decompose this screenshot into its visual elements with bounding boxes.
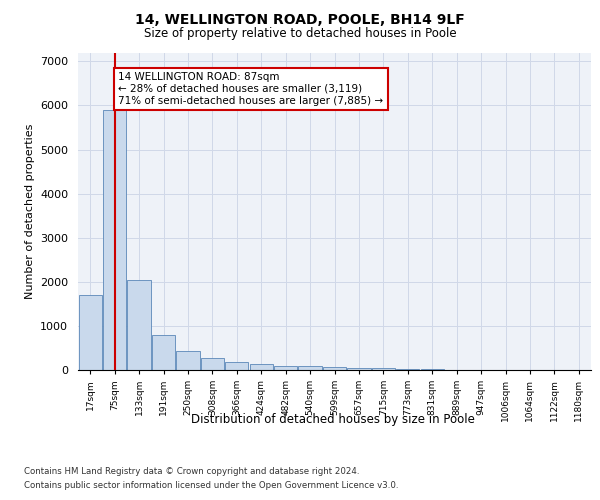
Bar (176, 351, 200, 370)
Bar (274, 366, 297, 370)
Text: 14, WELLINGTON ROAD, POOLE, BH14 9LF: 14, WELLINGTON ROAD, POOLE, BH14 9LF (135, 12, 465, 26)
Y-axis label: Number of detached properties: Number of detached properties (25, 124, 35, 299)
Bar (250, 364, 273, 370)
Text: Distribution of detached houses by size in Poole: Distribution of detached houses by size … (191, 412, 475, 426)
Text: Size of property relative to detached houses in Poole: Size of property relative to detached ho… (143, 28, 457, 40)
Bar (103, 110, 126, 370)
Bar (347, 368, 371, 370)
Bar (79, 295, 102, 370)
Bar (201, 358, 224, 370)
Bar (396, 369, 419, 370)
Bar (225, 362, 248, 370)
Bar (372, 368, 395, 370)
Bar (323, 367, 346, 370)
Text: Contains HM Land Registry data © Crown copyright and database right 2024.: Contains HM Land Registry data © Crown c… (24, 468, 359, 476)
Bar (152, 334, 175, 370)
Text: Contains public sector information licensed under the Open Government Licence v3: Contains public sector information licen… (24, 481, 398, 490)
Text: 14 WELLINGTON ROAD: 87sqm
← 28% of detached houses are smaller (3,119)
71% of se: 14 WELLINGTON ROAD: 87sqm ← 28% of detac… (118, 72, 383, 106)
Bar (127, 280, 151, 370)
Bar (298, 366, 322, 370)
